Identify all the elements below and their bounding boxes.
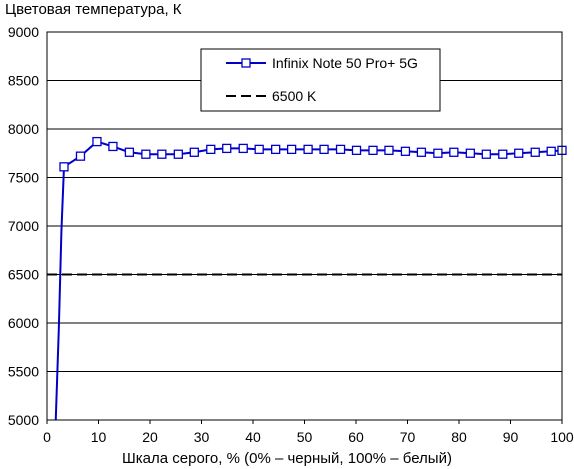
data-point-marker [546, 146, 556, 156]
data-point-marker [222, 143, 232, 154]
data-point-marker [335, 144, 346, 155]
y-tick-label: 7000 [8, 218, 39, 234]
data-point-marker [124, 147, 135, 157]
data-point-marker [416, 147, 427, 157]
y-tick-label: 8000 [8, 121, 39, 137]
y-tick-label: 8500 [8, 73, 39, 89]
x-tick-label: 30 [194, 429, 210, 445]
data-point-marker [141, 149, 151, 159]
data-point-marker [481, 149, 491, 159]
data-point-marker [189, 147, 199, 157]
data-point-marker [514, 148, 524, 158]
y-tick-label: 9000 [8, 24, 39, 40]
x-tick-label: 10 [91, 429, 107, 445]
data-point-marker [465, 148, 475, 158]
data-point-marker [400, 146, 411, 156]
data-point-marker [238, 143, 248, 154]
data-point-marker [530, 147, 540, 157]
axes [46, 31, 563, 424]
data-point-marker [92, 136, 102, 147]
data-point-marker [368, 145, 378, 155]
data-point-marker [498, 149, 508, 159]
data-point-marker [433, 148, 443, 158]
x-tick-label: 60 [348, 429, 364, 445]
legend-marker-infinix [241, 58, 251, 68]
data-point-marker [206, 144, 216, 155]
data-point-marker [271, 144, 281, 155]
legend-label-6500k: 6500 K [272, 88, 317, 104]
y-tick-label: 5500 [8, 364, 39, 380]
data-point-marker [173, 149, 183, 159]
legend-box [200, 48, 441, 112]
data-point-marker [254, 144, 264, 155]
data-point-marker [59, 162, 69, 172]
x-tick-label: 100 [550, 429, 574, 445]
y-axis-label: Цветовая температура, К [5, 1, 182, 18]
x-tick-label: 50 [297, 429, 313, 445]
data-point-marker [157, 149, 167, 159]
data-point-marker [384, 145, 394, 155]
x-tick-label: 90 [503, 429, 519, 445]
tick-labels: 5000 5500 6000 6500 7000 7500 8000 8500 9000 0 10 2… [8, 24, 574, 445]
data-point-marker [449, 147, 459, 157]
x-tick-label: 40 [245, 429, 261, 445]
x-tick-label: 80 [451, 429, 467, 445]
series-line-infinix [54, 140, 563, 421]
x-axis-label: Шкала серого, % (0% – черный, 100% – бел… [122, 450, 452, 467]
data-point-marker [303, 144, 313, 155]
data-point-marker [286, 144, 297, 155]
legend-label-infinix: Infinix Note 50 Pro+ 5G [272, 55, 418, 71]
y-tick-label: 6000 [8, 315, 39, 331]
x-tick-label: 20 [142, 429, 158, 445]
data-point-marker [319, 144, 329, 155]
legend: Infinix Note 50 Pro+ 5G 6500 K [200, 48, 441, 112]
y-tick-label: 7500 [8, 170, 39, 186]
x-tick-label: 70 [400, 429, 416, 445]
y-tick-label: 5000 [8, 412, 39, 428]
y-tick-label: 6500 [8, 267, 39, 283]
series-layer [47, 136, 567, 421]
data-point-marker [75, 151, 86, 161]
data-point-marker [351, 145, 362, 155]
data-point-marker [108, 141, 118, 152]
x-tick-label: 0 [43, 429, 51, 445]
